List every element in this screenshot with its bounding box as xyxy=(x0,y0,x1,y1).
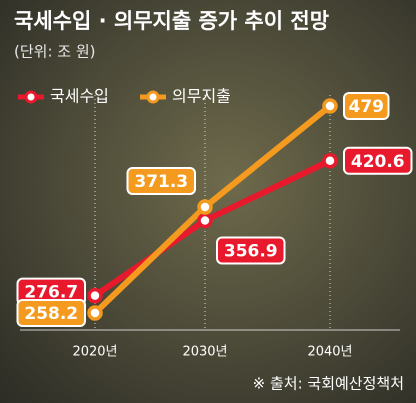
data-label-box xyxy=(216,236,286,265)
data-label-box xyxy=(16,299,86,327)
data-point xyxy=(322,98,338,114)
legend-label: 의무지출 xyxy=(172,87,231,106)
data-label: 420.6 xyxy=(351,152,405,172)
x-tick-label: 2020년 xyxy=(72,345,117,360)
legend-marker xyxy=(24,90,38,104)
data-point xyxy=(197,199,213,215)
source: ※ 출처: 국회예산정책처 xyxy=(253,375,404,393)
data-label-box xyxy=(343,146,413,175)
data-label: 258.2 xyxy=(24,304,78,324)
data-label: 479 xyxy=(349,97,385,117)
data-label: 371.3 xyxy=(134,172,188,192)
data-point xyxy=(87,287,103,304)
data-label: 276.7 xyxy=(24,283,78,303)
x-tick-label: 2030년 xyxy=(182,345,227,360)
data-point xyxy=(197,212,213,229)
chart-subtitle: (단위: 조 원) xyxy=(14,43,96,61)
chart-title: 국세수입 · 의무지출 증가 추이 전망 xyxy=(14,9,329,33)
x-tick-label: 2040년 xyxy=(307,345,352,360)
legend-marker xyxy=(146,90,160,104)
data-label-box xyxy=(126,166,196,195)
data-point xyxy=(87,305,103,321)
legend-label: 국세수입 xyxy=(50,87,109,106)
data-label: 356.9 xyxy=(224,241,278,261)
data-label-box xyxy=(343,92,390,120)
data-point xyxy=(322,153,338,169)
